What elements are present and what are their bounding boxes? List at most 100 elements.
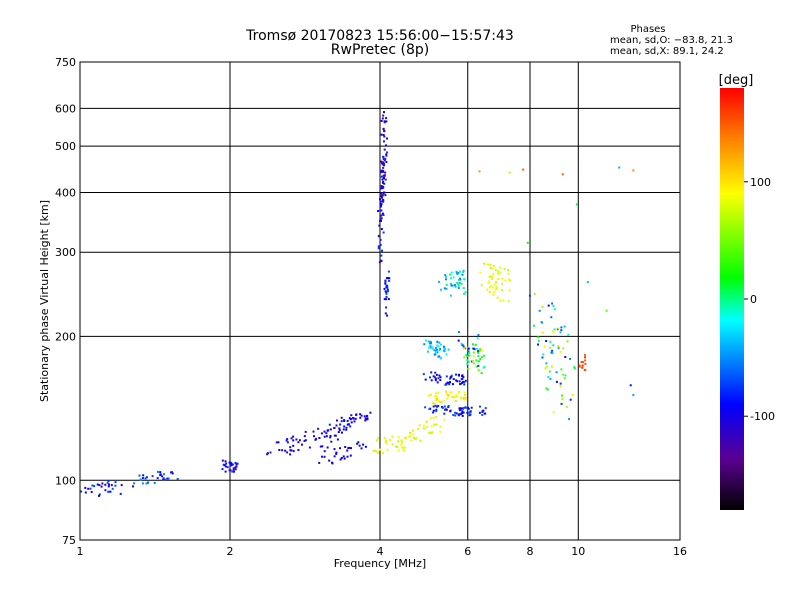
data-point (458, 331, 460, 334)
data-point (444, 274, 447, 277)
data-point (330, 440, 333, 443)
data-point (333, 434, 336, 437)
data-point (497, 270, 500, 273)
data-point (474, 343, 477, 346)
colorbar-ticks: 100 0 -100 (744, 176, 775, 423)
data-point (343, 457, 346, 460)
data-point (441, 406, 444, 409)
data-point (431, 347, 434, 350)
data-point (454, 411, 457, 414)
x-tick-label: 8 (527, 545, 534, 558)
data-point (385, 306, 388, 309)
data-point (466, 346, 469, 349)
data-point (389, 438, 392, 441)
data-point (463, 391, 466, 394)
data-point (383, 163, 385, 166)
data-point (503, 267, 506, 270)
data-point (436, 381, 439, 384)
data-point (379, 209, 382, 212)
data-point (559, 385, 562, 388)
data-point (445, 283, 448, 286)
data-point (339, 447, 341, 450)
data-point (338, 427, 341, 430)
data-point (546, 388, 549, 391)
data-point (435, 395, 438, 398)
data-point (533, 292, 536, 295)
data-point (383, 287, 386, 290)
data-point (581, 364, 584, 367)
data-point (221, 459, 224, 462)
data-point (537, 339, 540, 342)
data-point (362, 443, 365, 446)
data-point (436, 340, 439, 343)
data-point (379, 171, 382, 174)
data-point (488, 275, 491, 278)
data-point (292, 450, 295, 453)
data-point (98, 493, 101, 496)
data-point (450, 282, 452, 285)
data-point (562, 347, 565, 350)
data-point (490, 277, 493, 280)
data-point (139, 478, 142, 481)
data-point (423, 343, 426, 346)
data-point (381, 194, 384, 197)
data-point (433, 402, 436, 405)
data-point (429, 417, 432, 420)
data-point (321, 445, 324, 448)
data-point (463, 383, 466, 386)
data-point (366, 418, 369, 421)
data-point (436, 351, 439, 354)
data-point (297, 449, 300, 451)
data-point (439, 379, 442, 382)
data-point (340, 457, 343, 459)
data-point (343, 419, 346, 422)
data-point (382, 231, 385, 234)
data-point (275, 441, 278, 444)
data-point (472, 347, 475, 350)
data-point (321, 455, 323, 458)
data-point (547, 376, 550, 378)
data-point (424, 406, 427, 409)
data-point (147, 481, 150, 484)
data-point (383, 177, 385, 180)
data-point (301, 443, 303, 446)
data-point (551, 302, 554, 305)
data-point (114, 480, 117, 483)
data-point (449, 391, 452, 394)
data-point (329, 435, 332, 437)
data-point (481, 349, 484, 352)
data-point (295, 438, 298, 441)
data-point (557, 327, 560, 330)
data-point (476, 337, 479, 340)
data-point (379, 205, 382, 208)
data-point (342, 455, 345, 458)
data-point (386, 314, 389, 317)
data-point (490, 285, 493, 288)
data-point (581, 366, 584, 369)
data-point (471, 343, 474, 346)
data-point (384, 281, 387, 284)
data-point (409, 434, 412, 437)
data-point (552, 410, 555, 413)
data-point (501, 277, 504, 280)
data-point (379, 238, 382, 241)
data-point (290, 449, 293, 452)
data-point (388, 279, 391, 282)
data-point (504, 279, 507, 282)
data-point (89, 487, 92, 490)
data-point (559, 350, 562, 353)
data-point (424, 378, 427, 381)
data-point (542, 353, 545, 356)
data-point (573, 367, 576, 370)
data-point (151, 475, 154, 478)
data-point (334, 434, 337, 437)
data-point (385, 296, 388, 298)
data-point (629, 384, 632, 387)
data-point (567, 333, 570, 336)
data-point (429, 342, 432, 345)
data-point (308, 446, 311, 449)
data-point (401, 441, 404, 444)
data-point (385, 154, 388, 157)
data-point (435, 347, 437, 349)
